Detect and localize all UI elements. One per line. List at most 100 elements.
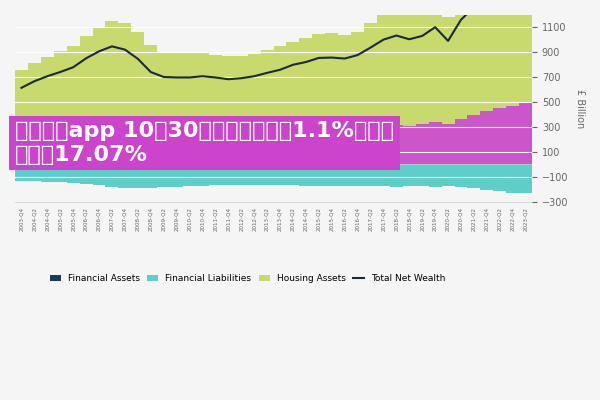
Y-axis label: £ Billion: £ Billion <box>575 89 585 128</box>
Bar <box>157 164 170 187</box>
Bar <box>364 23 377 127</box>
Bar <box>92 134 106 164</box>
Bar <box>325 130 338 164</box>
Bar <box>235 136 248 164</box>
Bar <box>428 164 442 187</box>
Bar <box>222 137 235 164</box>
Bar <box>54 52 67 137</box>
Bar <box>455 164 467 187</box>
Bar <box>416 164 428 186</box>
Bar <box>131 164 144 188</box>
Bar <box>403 126 416 164</box>
Bar <box>183 136 196 164</box>
Bar <box>377 15 390 126</box>
Bar <box>467 115 481 164</box>
Bar <box>15 139 28 164</box>
Bar <box>260 50 274 134</box>
Bar <box>299 164 313 186</box>
Bar <box>313 130 325 164</box>
Bar <box>351 129 364 164</box>
Bar <box>286 42 299 132</box>
Bar <box>106 21 118 132</box>
Text: 炒股配资app 10月30日星球转债下跌1.1%，转股
溢价率17.07%: 炒股配资app 10月30日星球转债下跌1.1%，转股 溢价率17.07% <box>15 122 394 165</box>
Bar <box>325 164 338 186</box>
Bar <box>248 164 260 185</box>
Bar <box>54 137 67 164</box>
Bar <box>416 12 428 124</box>
Bar <box>92 164 106 185</box>
Bar <box>299 38 313 131</box>
Bar <box>493 0 506 108</box>
Bar <box>248 136 260 164</box>
Bar <box>467 0 481 115</box>
Bar <box>222 164 235 185</box>
Bar <box>519 164 532 193</box>
Bar <box>170 164 183 187</box>
Bar <box>235 56 248 136</box>
Bar <box>248 54 260 136</box>
Bar <box>274 164 286 185</box>
Bar <box>286 132 299 164</box>
Bar <box>506 0 519 106</box>
Bar <box>28 138 41 164</box>
Bar <box>54 164 67 182</box>
Bar <box>222 56 235 137</box>
Bar <box>41 138 54 164</box>
Bar <box>41 57 54 138</box>
Bar <box>455 0 467 119</box>
Bar <box>351 164 364 186</box>
Bar <box>67 136 80 164</box>
Bar <box>196 53 209 136</box>
Bar <box>92 28 106 134</box>
Bar <box>80 164 92 184</box>
Bar <box>106 164 118 187</box>
Bar <box>67 164 80 183</box>
Bar <box>144 164 157 188</box>
Bar <box>364 127 377 164</box>
Bar <box>313 34 325 130</box>
Bar <box>377 164 390 186</box>
Bar <box>351 32 364 129</box>
Bar <box>196 164 209 186</box>
Bar <box>106 132 118 164</box>
Bar <box>28 164 41 181</box>
Bar <box>416 124 428 164</box>
Bar <box>313 164 325 186</box>
Bar <box>157 138 170 164</box>
Bar <box>67 46 80 136</box>
Bar <box>260 134 274 164</box>
Bar <box>274 133 286 164</box>
Bar <box>157 52 170 138</box>
Bar <box>209 136 222 164</box>
Bar <box>493 108 506 164</box>
Bar <box>170 53 183 137</box>
Bar <box>260 164 274 185</box>
Bar <box>442 164 455 186</box>
Bar <box>403 15 416 126</box>
Bar <box>15 164 28 181</box>
Bar <box>299 131 313 164</box>
Bar <box>118 23 131 132</box>
Bar <box>325 33 338 130</box>
Bar <box>506 106 519 164</box>
Bar <box>442 124 455 164</box>
Bar <box>338 130 351 164</box>
Bar <box>481 0 493 110</box>
Bar <box>493 164 506 191</box>
Bar <box>170 137 183 164</box>
Bar <box>364 164 377 186</box>
Bar <box>338 34 351 130</box>
Bar <box>41 164 54 182</box>
Bar <box>481 110 493 164</box>
Bar <box>235 164 248 185</box>
Bar <box>403 164 416 186</box>
Bar <box>481 164 493 190</box>
Bar <box>286 164 299 186</box>
Bar <box>183 54 196 136</box>
Bar <box>455 119 467 164</box>
Bar <box>80 36 92 135</box>
Bar <box>131 134 144 164</box>
Bar <box>144 45 157 137</box>
Bar <box>428 122 442 164</box>
Bar <box>131 32 144 134</box>
